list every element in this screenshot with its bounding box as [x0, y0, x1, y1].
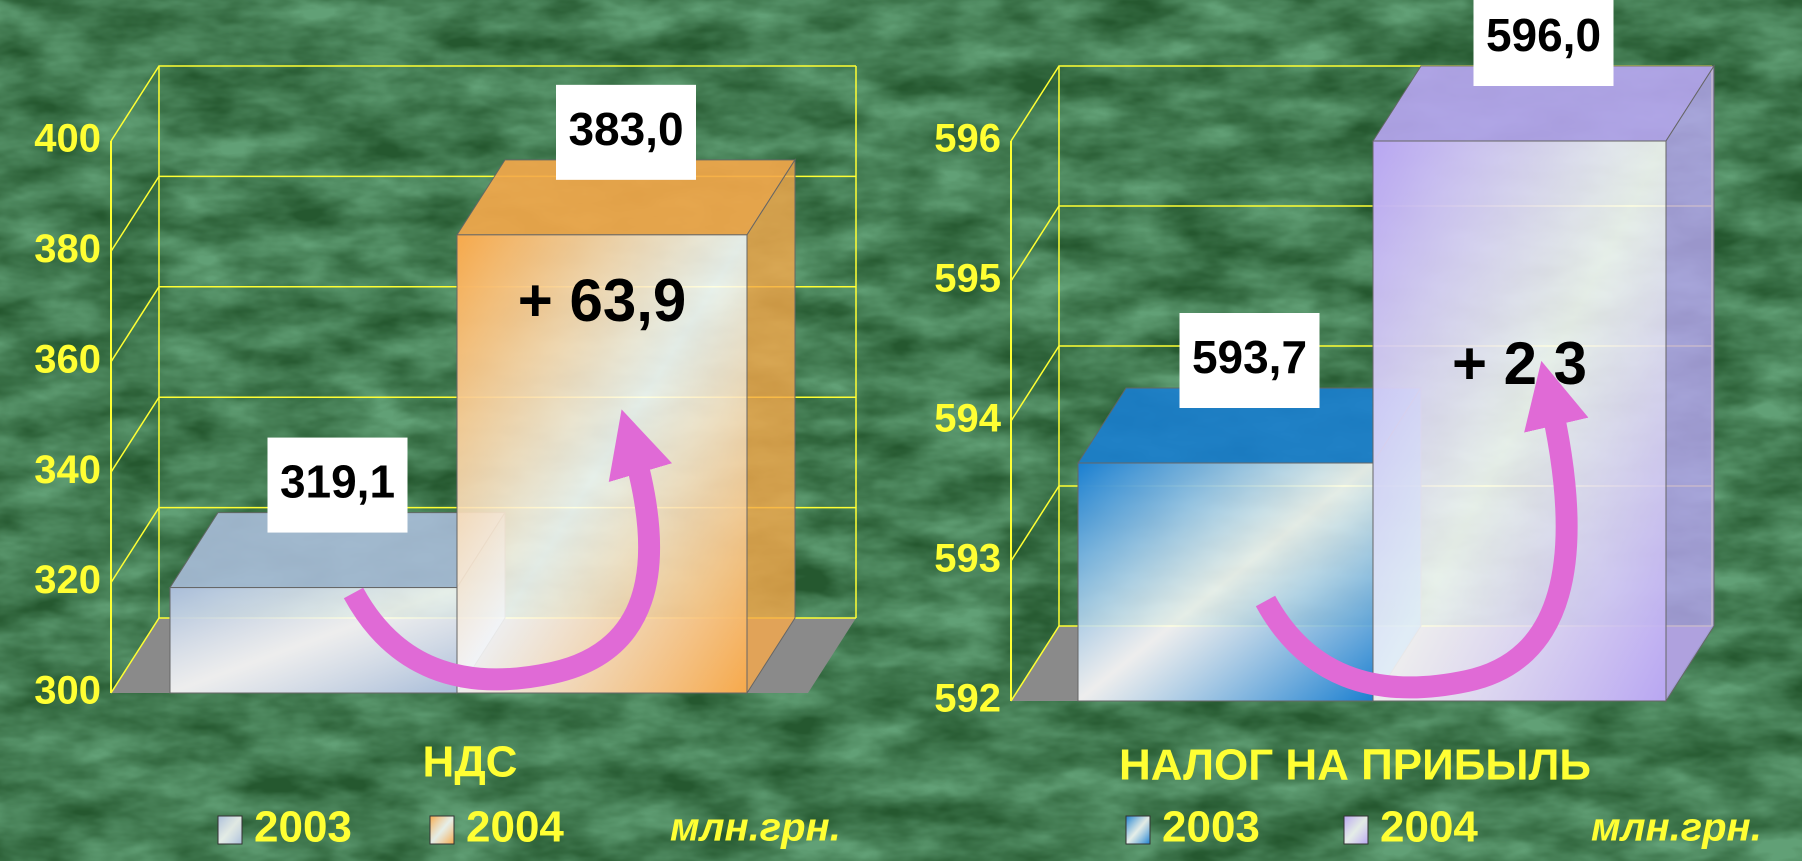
chart-title: НАЛОГ НА ПРИБЫЛЬ [1119, 741, 1591, 790]
legend-label: 2004 [1380, 803, 1478, 852]
y-tick-label: 592 [934, 677, 1001, 721]
y-tick-label: 594 [934, 397, 1001, 441]
unit-label: млн.грн. [670, 806, 841, 850]
y-tick-label: 596 [934, 117, 1001, 161]
grid-line [110, 65, 856, 142]
annotation: + 2,3 [1452, 330, 1587, 397]
value-label-box [556, 84, 696, 180]
value-label-box [267, 437, 408, 533]
bar [1372, 140, 1667, 702]
value-label: 593,7 [1192, 331, 1307, 383]
chart-title: НДС [423, 738, 518, 787]
legend-swatch [1343, 815, 1369, 845]
legend-label: 2003 [254, 803, 352, 852]
y-tick-label: 340 [34, 448, 101, 492]
bar-side [1665, 64, 1715, 703]
arrow [343, 409, 673, 691]
annotation: + 63,9 [518, 267, 687, 334]
value-label: 596,0 [1486, 9, 1601, 61]
legend-label: 2004 [466, 803, 564, 852]
bar [169, 587, 458, 694]
y-tick-label: 593 [934, 537, 1001, 581]
arrow [1255, 360, 1589, 699]
y-tick-label: 400 [34, 117, 101, 161]
legend-swatch [429, 815, 455, 845]
y-tick-label: 320 [34, 558, 101, 602]
bar-side [746, 158, 796, 695]
legend-swatch [1125, 815, 1151, 845]
y-tick-label: 595 [934, 257, 1001, 301]
legend-label: 2003 [1162, 803, 1260, 852]
value-label-box [1179, 313, 1320, 408]
y-tick-label: 360 [34, 337, 101, 381]
y-tick-label: 380 [34, 227, 101, 271]
value-label-box [1473, 0, 1614, 86]
bar [456, 234, 748, 694]
legend-swatch [217, 815, 243, 845]
value-label: 319,1 [280, 456, 395, 508]
value-label: 383,0 [568, 103, 683, 155]
y-tick-label: 300 [34, 669, 101, 713]
unit-label: млн.грн. [1591, 806, 1762, 850]
